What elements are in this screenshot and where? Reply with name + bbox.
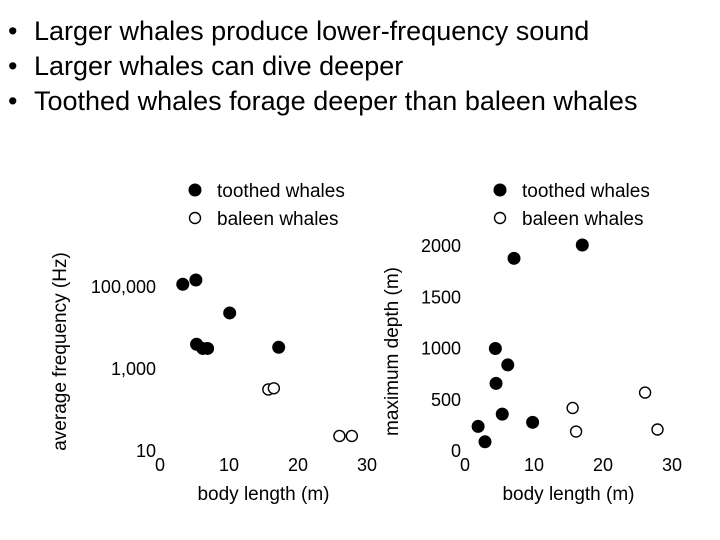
chart2-y-tick-label: 0 xyxy=(451,441,461,461)
chart2-x-tick-label: 20 xyxy=(593,455,613,475)
chart2-legend-label: toothed whales xyxy=(522,181,650,202)
bullet-dot: • xyxy=(8,16,18,46)
chart2-y-axis-label: maximum depth (m) xyxy=(382,267,403,436)
chart2-y-tick-label: 2000 xyxy=(421,236,461,256)
chart1-point-toothed xyxy=(176,277,190,291)
chart2-point-baleen xyxy=(569,425,583,438)
chart1-legend-marker-filled xyxy=(188,183,202,197)
chart2-point-baleen xyxy=(566,401,579,415)
chart2-point-toothed xyxy=(495,407,509,421)
chart2-y-tick-label: 1500 xyxy=(421,287,461,307)
chart1-y-tick-label: 100,000 xyxy=(91,277,156,297)
chart1-y-tick-label: 1,000 xyxy=(111,359,156,379)
bullet-text: Larger whales can dive deeper xyxy=(34,51,404,81)
chart1-x-tick-label: 30 xyxy=(357,455,377,475)
chart1-x-axis-label: body length (m) xyxy=(197,484,329,505)
chart1-legend-marker-open xyxy=(188,211,202,225)
chart2-x-tick-label: 10 xyxy=(524,455,544,475)
bullet-text: Larger whales produce lower-frequency so… xyxy=(34,16,590,46)
chart2-point-toothed xyxy=(488,342,502,356)
chart2-point-toothed xyxy=(501,358,515,372)
chart2-point-baleen xyxy=(638,386,652,399)
chart2-point-toothed xyxy=(507,251,521,265)
chart2-y-tick-label: 500 xyxy=(431,390,461,410)
chart1-x-tick-label: 20 xyxy=(288,455,308,475)
chart2-x-tick-label: 30 xyxy=(662,455,682,475)
chart1-point-toothed xyxy=(223,306,237,320)
chart1-legend-label: baleen whales xyxy=(217,209,338,230)
bullet-dot: • xyxy=(8,51,18,81)
chart1-point-toothed xyxy=(272,340,286,354)
chart1-y-tick-label: 10 xyxy=(136,441,156,461)
chart2-legend-marker-open xyxy=(493,211,507,225)
chart2-legend-label: baleen whales xyxy=(522,209,643,230)
bullet-dot: • xyxy=(8,86,18,116)
chart1-legend-label: toothed whales xyxy=(217,181,345,202)
chart2-x-axis-label: body length (m) xyxy=(502,484,634,505)
chart2-point-toothed xyxy=(478,435,492,449)
chart2-legend-marker-filled xyxy=(493,183,507,197)
chart2-point-toothed xyxy=(526,415,540,429)
chart1-x-tick-label: 10 xyxy=(219,455,239,475)
bullet-item: • Toothed whales forage deeper than balee… xyxy=(8,84,637,119)
chart1-point-toothed xyxy=(201,341,215,355)
bullet-text: Toothed whales forage deeper than baleen… xyxy=(34,86,638,116)
chart1-point-baleen xyxy=(333,429,346,443)
chart2-point-baleen xyxy=(651,423,664,436)
chart1-point-baleen xyxy=(345,429,359,443)
chart2-x-tick-label: 0 xyxy=(460,455,470,475)
chart2-point-toothed xyxy=(489,376,503,390)
bullet-list: • Larger whales produce lower-frequency s… xyxy=(8,14,637,119)
chart1-point-baleen xyxy=(267,382,281,395)
chart1-point-toothed xyxy=(189,273,203,287)
chart2-y-tick-label: 1000 xyxy=(421,339,461,359)
bullet-item: • Larger whales can dive deeper xyxy=(8,49,637,84)
chart1-y-axis-label: average frequency (Hz) xyxy=(50,252,71,451)
chart1-x-tick-label: 0 xyxy=(155,455,165,475)
chart2-point-toothed xyxy=(575,238,589,252)
bullet-item: • Larger whales produce lower-frequency s… xyxy=(8,14,637,49)
chart2-point-toothed xyxy=(471,419,485,433)
